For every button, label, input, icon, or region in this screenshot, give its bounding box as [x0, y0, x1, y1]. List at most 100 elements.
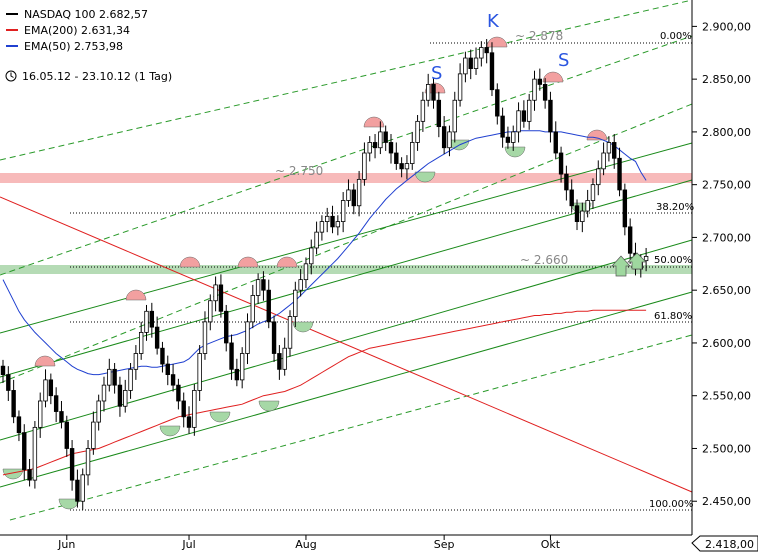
pattern-label-shoulder-right: S — [558, 50, 569, 71]
candle — [48, 373, 54, 405]
y-tick-label: 2.800,00 — [702, 126, 751, 139]
candle — [319, 215, 325, 241]
candle-body — [399, 163, 404, 170]
candle-body — [59, 411, 64, 423]
candle — [484, 39, 489, 64]
candle — [144, 304, 149, 341]
candle-body — [617, 157, 622, 191]
candle — [165, 355, 170, 386]
candle-body — [468, 57, 473, 69]
candle-body — [521, 110, 527, 122]
top-marker — [542, 71, 564, 83]
candle-body — [558, 152, 564, 175]
candle — [383, 125, 388, 151]
up-arrow-icon — [611, 255, 631, 277]
candle-body — [112, 368, 117, 386]
candle — [229, 334, 234, 380]
candle — [596, 160, 601, 196]
candle — [213, 276, 218, 312]
candle — [27, 459, 32, 487]
candle — [224, 304, 229, 352]
y-tick-label: 2.900,00 — [702, 20, 751, 33]
candle-body — [266, 289, 271, 323]
candle — [75, 469, 80, 508]
x-tick-label: Jul — [181, 538, 195, 551]
channel-dashed-line — [0, 0, 693, 161]
top-marker — [363, 116, 385, 128]
candle — [367, 136, 372, 162]
candle — [128, 362, 133, 399]
candle — [580, 202, 585, 233]
y-tick-label: 2.450,00 — [702, 495, 751, 508]
candle — [96, 394, 101, 431]
candle — [346, 179, 351, 207]
candle — [415, 115, 420, 151]
legend-label-ema50: EMA(50) 2.753,98 — [24, 40, 123, 53]
candle-body — [160, 347, 165, 365]
candle — [356, 170, 362, 217]
candle-body — [154, 326, 160, 349]
candle-body — [340, 200, 346, 222]
clock-icon — [5, 70, 17, 82]
candle-body — [101, 384, 107, 402]
candle — [38, 392, 43, 438]
fib-label-618: 61.80% — [654, 311, 692, 322]
y-tick-label: 2.500,00 — [702, 442, 751, 455]
y-tick-label: 2.700,00 — [702, 231, 751, 244]
candle-body — [532, 78, 537, 101]
candle-body — [330, 215, 335, 228]
candle-body — [463, 57, 468, 75]
legend-label-nasdaq: NASDAQ 100 2.682,57 — [24, 8, 148, 21]
candle — [340, 192, 346, 233]
candle — [372, 134, 378, 159]
top-marker — [34, 355, 56, 367]
candle-body — [287, 316, 293, 349]
candle — [558, 146, 564, 183]
candle — [91, 411, 96, 455]
bottom-marker — [414, 171, 436, 183]
candle-body — [372, 142, 378, 149]
fib-label-0: 0.00% — [660, 31, 692, 42]
candle — [261, 271, 266, 301]
candle-body — [16, 416, 22, 434]
bottom-marker — [159, 425, 181, 437]
candle — [378, 121, 383, 155]
candle-body — [484, 47, 489, 54]
candle — [601, 142, 606, 176]
candle — [569, 179, 574, 213]
candle-body — [489, 52, 495, 91]
current-value-arrow — [691, 535, 758, 552]
candle — [176, 378, 181, 410]
candle-body — [415, 120, 420, 143]
candle — [107, 358, 112, 392]
candle — [425, 73, 431, 107]
candle — [463, 51, 468, 83]
bottom-marker — [292, 321, 314, 333]
candle-body — [590, 184, 596, 201]
candle-body — [410, 142, 415, 164]
level-label-2660: ~ 2.660 — [520, 253, 568, 267]
candle-body — [133, 353, 139, 370]
candle — [133, 345, 139, 380]
x-tick-label: Aug — [295, 538, 316, 551]
pivot-markers — [2, 36, 608, 510]
candle-body — [22, 432, 27, 470]
candle — [64, 415, 69, 457]
period-label: 16.05.12 - 23.10.12 (1 Tag) — [22, 70, 172, 83]
support-band — [0, 265, 692, 274]
x-axis: Jun Jul Aug Sep Okt — [57, 535, 561, 551]
candle — [314, 221, 319, 255]
candle — [69, 440, 75, 491]
candle — [441, 116, 447, 155]
candle-body — [165, 363, 170, 376]
candle-body — [606, 142, 612, 154]
candle-body — [457, 73, 463, 101]
candle-body — [580, 210, 585, 222]
x-tick-label: Okt — [541, 538, 561, 551]
candle-body — [585, 200, 590, 212]
candle — [208, 294, 213, 331]
candle-body — [495, 89, 500, 117]
candle — [117, 376, 123, 417]
candle — [250, 284, 256, 329]
